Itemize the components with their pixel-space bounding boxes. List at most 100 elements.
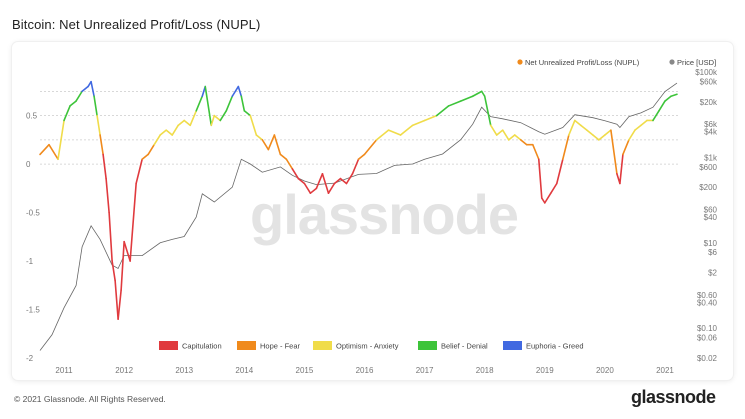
nupl-segment-12	[102, 153, 107, 180]
nupl-segment-106	[670, 93, 678, 98]
nupl-segment-91	[586, 129, 594, 136]
y-right-tick-label-0: $100k	[695, 68, 718, 77]
chart-card: glassnode 2011 2012 2013 2014 2015 2016 2017 20…	[12, 42, 733, 380]
y-left-tick-label-3: -1	[26, 257, 34, 266]
nupl-segment-22	[141, 153, 149, 161]
zone-label-2: Optimism - Anxiety	[336, 342, 399, 351]
zone-label-0: Capitulation	[182, 342, 222, 351]
zone-swatch-1	[237, 341, 256, 350]
nupl-segment-2	[57, 119, 65, 161]
copyright-text: © 2021 Glassnode. All Rights Reserved.	[14, 394, 166, 404]
zone-swatch-4	[503, 341, 522, 350]
nupl-segment-77	[507, 134, 516, 141]
nupl-segment-48	[279, 153, 288, 161]
nupl-segment-86	[556, 158, 564, 185]
nupl-segment-29	[183, 119, 192, 127]
zone-swatch-0	[159, 341, 178, 350]
zone-legend-item-1[interactable]: Hope - Fear	[237, 341, 301, 351]
nupl-segment-4	[69, 100, 77, 107]
nupl-segment-55	[321, 172, 330, 194]
nupl-segment-15	[111, 260, 116, 282]
glassnode-logo: glassnode	[631, 387, 716, 407]
zone-swatch-2	[313, 341, 332, 350]
nupl-segment-60	[351, 158, 360, 175]
nupl-chart: glassnode 2011 2012 2013 2014 2015 2016 2017 20…	[26, 58, 718, 375]
chart-title: Bitcoin: Net Unrealized Profit/Loss (NUP…	[12, 17, 261, 32]
nupl-segment-44	[255, 134, 264, 141]
zone-legend-item-4[interactable]: Euphoria - Greed	[503, 341, 584, 351]
y-right-tick-label-8: $60	[704, 206, 718, 215]
nupl-segment-85	[549, 182, 558, 194]
nupl-segment-73	[483, 95, 492, 127]
nupl-segment-1	[48, 143, 59, 161]
x-tick-label-2018: 2018	[476, 366, 494, 375]
nupl-segment-26	[165, 129, 174, 136]
nupl-segment-83	[540, 197, 546, 204]
nupl-segment-37	[219, 109, 228, 122]
nupl-segment-69	[447, 100, 462, 107]
nupl-segment-23	[147, 143, 155, 156]
nupl-segment-66	[411, 119, 426, 127]
watermark: glassnode	[250, 183, 518, 246]
nupl-segment-46	[267, 134, 276, 151]
nupl-segment-78	[513, 134, 522, 141]
y-right-tick-label-16: $0.06	[697, 334, 718, 343]
y-right-tick-label-17: $0.02	[697, 354, 718, 363]
nupl-segment-99	[628, 129, 636, 141]
nupl-segment-100	[634, 124, 642, 131]
zone-legend-item-0[interactable]: Capitulation	[159, 341, 222, 351]
zone-legend[interactable]: Capitulation Hope - Fear Optimism - Anxiet…	[159, 341, 584, 351]
nupl-segment-51	[297, 177, 306, 185]
nupl-segment-54	[315, 172, 324, 190]
nupl-segment-13	[105, 177, 110, 214]
nupl-segment-17	[117, 289, 122, 321]
x-tick-label-2013: 2013	[175, 366, 193, 375]
nupl-segment-53	[309, 187, 318, 194]
nupl-segment-20	[129, 182, 137, 262]
x-tick-label-2020: 2020	[596, 366, 614, 375]
nupl-segment-84	[543, 192, 552, 204]
y-right-tick-label-9: $40	[704, 213, 718, 222]
zone-legend-item-3[interactable]: Belief - Denial	[418, 341, 488, 351]
y-right-tick-label-15: $0.10	[697, 324, 718, 333]
nupl-segment-16	[114, 279, 119, 321]
legend-item-0[interactable]: Net Unrealized Profit/Loss (NUPL)	[517, 58, 640, 67]
nupl-segment-57	[333, 177, 342, 185]
y-right-tick-label-12: $2	[708, 269, 717, 278]
y-right-tick-label-10: $10	[704, 239, 718, 248]
nupl-segment-31	[195, 95, 204, 112]
nupl-segment-90	[580, 124, 588, 131]
top-legend[interactable]: Net Unrealized Profit/Loss (NUPL) Price […	[517, 58, 716, 67]
nupl-segment-38	[225, 95, 234, 112]
nupl-segment-3	[63, 105, 71, 122]
x-tick-label-2012: 2012	[115, 366, 133, 375]
y-right-tick-label-11: $6	[708, 248, 717, 257]
x-tick-label-2011: 2011	[55, 366, 73, 375]
y-left-tick-label-4: -1.5	[26, 306, 40, 315]
nupl-segment-64	[387, 129, 402, 136]
nupl-segment-67	[423, 114, 438, 122]
nupl-segment-41	[240, 95, 246, 112]
legend-item-1[interactable]: Price [USD]	[669, 58, 716, 67]
nupl-segment-105	[664, 95, 672, 102]
nupl-segment-56	[327, 182, 336, 194]
nupl-segment-25	[159, 129, 167, 136]
x-tick-label-2021: 2021	[656, 366, 674, 375]
nupl-segment-94	[604, 129, 612, 136]
zone-label-4: Euphoria - Greed	[526, 342, 584, 351]
nupl-segment-0	[39, 143, 50, 156]
nupl-segment-34	[207, 105, 213, 127]
x-tick-label-2017: 2017	[416, 366, 434, 375]
y-left-tick-label-5: -2	[26, 354, 34, 363]
nupl-segment-104	[658, 100, 666, 112]
nupl-segment-65	[399, 124, 414, 136]
nupl-layer	[39, 80, 678, 321]
nupl-segment-24	[153, 134, 161, 146]
nupl-segment-58	[339, 177, 348, 185]
nupl-segment-8	[90, 80, 95, 98]
nupl-segment-30	[189, 109, 198, 127]
nupl-segment-75	[495, 129, 504, 136]
y-right-tick-label-13: $0.60	[697, 291, 718, 300]
zone-legend-item-2[interactable]: Optimism - Anxiety	[313, 341, 399, 351]
nupl-segment-36	[213, 114, 222, 122]
